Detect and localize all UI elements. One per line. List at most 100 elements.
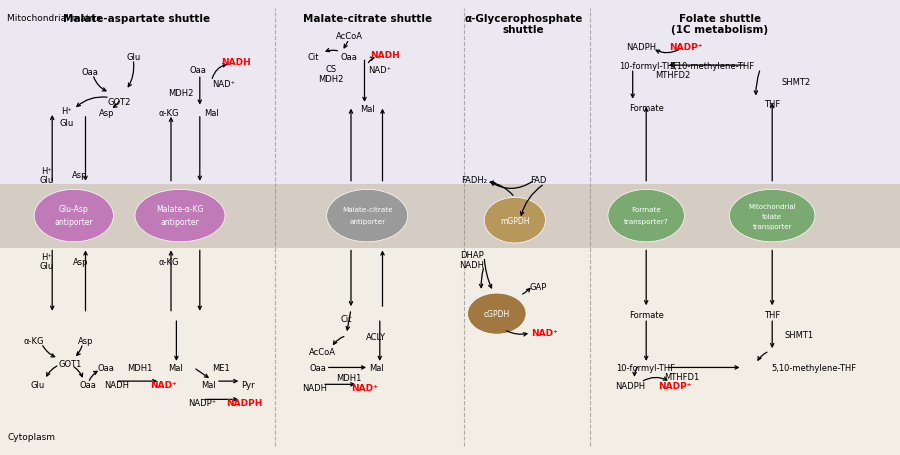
Text: antiporter: antiporter [349, 218, 385, 225]
Text: α-KG: α-KG [159, 109, 179, 118]
Text: Asp: Asp [73, 257, 89, 266]
Text: MTHFD2: MTHFD2 [655, 71, 691, 80]
Text: ACLY: ACLY [366, 332, 386, 341]
Text: cGPDH: cGPDH [483, 309, 510, 318]
Text: 5,10-methylene-THF: 5,10-methylene-THF [771, 363, 857, 372]
Text: NADPH: NADPH [227, 398, 263, 407]
Text: Malate-aspartate shuttle: Malate-aspartate shuttle [63, 14, 211, 24]
Text: folate: folate [762, 213, 782, 219]
Text: NAD⁺: NAD⁺ [531, 329, 558, 338]
Text: Oaa: Oaa [310, 363, 326, 372]
Text: Mal: Mal [168, 363, 183, 372]
Ellipse shape [608, 190, 684, 242]
Text: Folate shuttle
(1C metabolism): Folate shuttle (1C metabolism) [671, 14, 769, 35]
Text: NADH: NADH [459, 261, 484, 270]
Text: DHAP: DHAP [460, 250, 483, 259]
Text: NADH: NADH [302, 383, 328, 392]
Text: 10-formyl-THF: 10-formyl-THF [616, 363, 676, 372]
Text: SHMT2: SHMT2 [781, 77, 810, 86]
Text: Cytoplasm: Cytoplasm [7, 432, 55, 441]
Text: Asp: Asp [77, 337, 94, 346]
Text: 5,10-methylene-THF: 5,10-methylene-THF [669, 61, 754, 71]
Text: Mal: Mal [202, 380, 216, 389]
Ellipse shape [135, 190, 225, 242]
Text: H⁺: H⁺ [41, 253, 52, 262]
Text: THF: THF [764, 100, 780, 109]
Text: MDH1: MDH1 [337, 373, 362, 382]
Text: transporter: transporter [752, 223, 792, 229]
Bar [0, 0, 900, 184]
Text: NAD⁺: NAD⁺ [368, 66, 392, 75]
Text: MDH2: MDH2 [168, 89, 194, 98]
Text: H⁺: H⁺ [41, 166, 52, 175]
Text: AcCoA: AcCoA [336, 32, 363, 41]
Text: Oaa: Oaa [190, 66, 206, 75]
Ellipse shape [327, 190, 408, 242]
Text: Cit: Cit [308, 52, 319, 61]
Text: α-Glycerophosphate
shuttle: α-Glycerophosphate shuttle [464, 14, 583, 35]
Text: MTHFD1: MTHFD1 [664, 372, 700, 381]
Text: H⁺: H⁺ [61, 107, 72, 116]
Ellipse shape [34, 190, 113, 242]
Ellipse shape [484, 198, 545, 243]
Text: Formate: Formate [629, 310, 663, 319]
Text: Glu: Glu [59, 118, 74, 127]
Text: Cit: Cit [341, 314, 352, 323]
Text: FADH₂: FADH₂ [462, 175, 487, 184]
Text: Mal: Mal [360, 105, 374, 114]
Text: Malate-citrate shuttle: Malate-citrate shuttle [302, 14, 432, 24]
Text: antiporter: antiporter [160, 217, 200, 226]
Text: Mal: Mal [204, 109, 219, 118]
Text: THF: THF [764, 310, 780, 319]
Text: NADP⁺: NADP⁺ [188, 398, 217, 407]
Text: α-KG: α-KG [24, 337, 44, 346]
Text: antiporter: antiporter [54, 217, 94, 226]
Text: Pyr: Pyr [240, 380, 255, 389]
Text: 10-formyl-THF: 10-formyl-THF [619, 61, 679, 71]
Text: NAD⁺: NAD⁺ [351, 383, 378, 392]
Text: NAD⁺: NAD⁺ [150, 380, 177, 389]
Text: CS: CS [326, 65, 337, 74]
Text: Asp: Asp [98, 109, 114, 118]
Text: GAP: GAP [529, 282, 547, 291]
Text: NADP⁺: NADP⁺ [669, 43, 703, 52]
Text: NADPH: NADPH [615, 381, 645, 390]
Text: Mitochondrial matrix: Mitochondrial matrix [7, 14, 102, 23]
Text: GOT2: GOT2 [107, 98, 130, 107]
Text: NAD⁺: NAD⁺ [212, 80, 235, 89]
Text: α-KG: α-KG [159, 257, 179, 266]
Text: ME1: ME1 [212, 363, 230, 372]
Text: MDH2: MDH2 [319, 75, 344, 84]
Text: Oaa: Oaa [80, 380, 96, 389]
Text: Formate: Formate [629, 104, 663, 113]
Text: Asp: Asp [71, 171, 87, 180]
Text: Glu: Glu [40, 262, 54, 271]
Text: GOT1: GOT1 [58, 359, 82, 369]
Ellipse shape [468, 293, 526, 334]
Text: Mitochondrial: Mitochondrial [749, 203, 796, 209]
Text: Glu-Asp: Glu-Asp [58, 205, 89, 214]
Text: mGPDH: mGPDH [500, 216, 529, 225]
Text: Oaa: Oaa [98, 363, 114, 372]
Text: Glu: Glu [40, 175, 54, 184]
Text: SHMT1: SHMT1 [785, 330, 814, 339]
Text: FAD: FAD [530, 175, 546, 184]
Text: NADH: NADH [370, 51, 400, 60]
Bar [0, 248, 900, 455]
Text: Glu: Glu [31, 380, 45, 389]
Text: Malate-citrate: Malate-citrate [342, 206, 392, 212]
Text: NADH: NADH [104, 380, 130, 389]
Text: Mal: Mal [369, 363, 383, 372]
Text: MDH1: MDH1 [127, 363, 152, 372]
Text: AcCoA: AcCoA [309, 347, 336, 356]
Text: NADH: NADH [220, 58, 251, 67]
Text: NADPH: NADPH [626, 43, 656, 52]
Ellipse shape [729, 190, 815, 242]
Text: Malate-α-KG: Malate-α-KG [157, 205, 203, 214]
Text: NADP⁺: NADP⁺ [658, 381, 692, 390]
Text: Glu: Glu [126, 52, 140, 61]
Text: Oaa: Oaa [341, 52, 357, 61]
Bar [0, 184, 900, 248]
Text: transporter?: transporter? [624, 218, 669, 225]
Text: Oaa: Oaa [82, 68, 98, 77]
